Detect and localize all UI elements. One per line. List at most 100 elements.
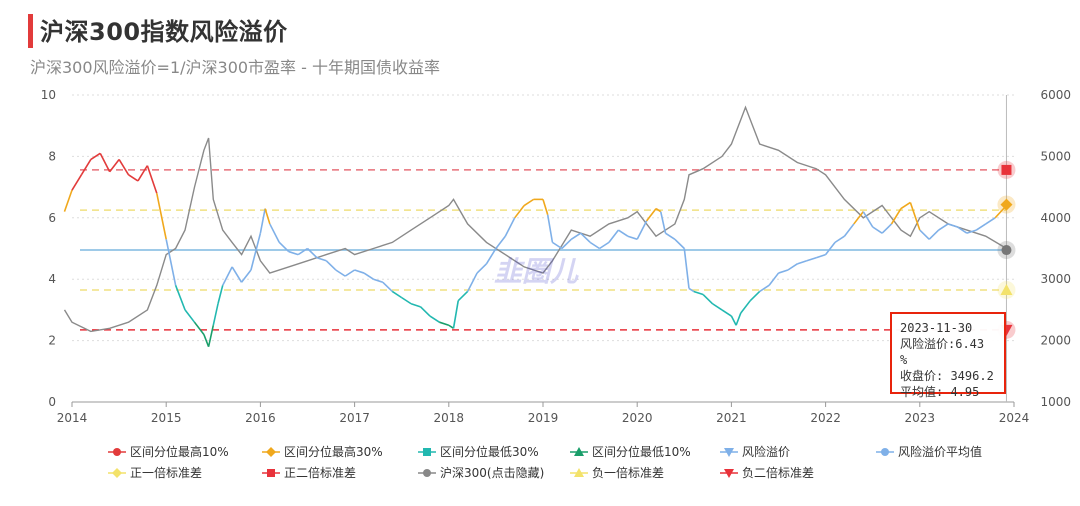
page-subtitle: 沪深300风险溢价=1/沪深300市盈率 - 十年期国债收益率 xyxy=(30,58,441,77)
series-risk-premium-segment xyxy=(217,285,224,304)
legend-item[interactable]: 区间分位最低10% xyxy=(570,443,691,460)
series-risk-premium-segment xyxy=(373,278,384,284)
x-tick-label: 2014 xyxy=(57,411,88,425)
series-risk-premium-segment xyxy=(655,207,662,213)
series-risk-premium-segment xyxy=(683,248,690,289)
legend-label: 区间分位最低30% xyxy=(440,445,539,459)
series-risk-premium-segment xyxy=(797,260,808,265)
y-right-tick-label: 3000 xyxy=(1040,272,1071,286)
series-risk-premium-segment xyxy=(862,211,874,228)
series-risk-premium-segment xyxy=(118,159,130,176)
tooltip-box: 2023-11-30 风险溢价:6.43 % 收盘价: 3496.2 平均值: … xyxy=(890,312,1006,399)
title-accent-bar xyxy=(28,14,33,48)
legend-label: 区间分位最高10% xyxy=(130,445,229,459)
legend-item[interactable]: 风险溢价平均值 xyxy=(876,443,982,460)
legend-item[interactable]: 区间分位最高10% xyxy=(108,443,229,460)
series-risk-premium-segment xyxy=(222,266,233,286)
legend-item[interactable]: 负二倍标准差 xyxy=(720,464,814,481)
series-risk-premium-segment xyxy=(542,199,549,215)
legend-label: 风险溢价 xyxy=(742,445,791,459)
marker-risk-premium xyxy=(1000,198,1013,211)
series-risk-premium-segment xyxy=(401,296,412,305)
series-risk-premium-segment xyxy=(957,226,968,234)
series-risk-premium-segment xyxy=(843,223,855,237)
series-risk-premium-segment xyxy=(485,248,497,265)
series-risk-premium-segment xyxy=(735,312,742,326)
legend-item[interactable]: 正二倍标准差 xyxy=(262,464,356,481)
legend-item[interactable]: 区间分位最高30% xyxy=(262,443,383,460)
series-risk-premium-segment xyxy=(382,281,393,293)
series-risk-premium-segment xyxy=(636,220,648,240)
series-risk-premium-segment xyxy=(259,208,266,234)
series-risk-premium-segment xyxy=(749,290,761,302)
series-risk-premium-segment xyxy=(928,229,940,240)
series-risk-premium-segment xyxy=(457,290,469,302)
series-risk-premium-segment xyxy=(429,315,440,323)
series-risk-premium-segment xyxy=(452,300,460,329)
y-right-tick-label: 2000 xyxy=(1040,334,1071,348)
series-risk-premium-segment xyxy=(184,309,196,323)
series-risk-premium-segment xyxy=(815,253,826,259)
series-risk-premium-segment xyxy=(938,223,949,231)
y-left-tick-label: 6 xyxy=(48,211,56,225)
series-risk-premium-segment xyxy=(721,309,732,317)
series-risk-premium-segment xyxy=(551,241,563,250)
series-risk-premium-segment xyxy=(264,208,271,225)
series-risk-premium-segment xyxy=(504,217,516,237)
series-risk-premium-segment xyxy=(740,300,751,314)
legend-label: 负一倍标准差 xyxy=(592,466,665,480)
series-risk-premium-segment xyxy=(730,315,737,326)
tooltip-premium: 风险溢价:6.43 % xyxy=(900,337,985,367)
series-risk-premium-segment xyxy=(523,198,535,207)
legend-tri-down-icon xyxy=(720,467,738,479)
tooltip-close: 收盘价: 3496.2 xyxy=(900,369,994,383)
series-risk-premium-segment xyxy=(608,229,619,243)
y-left-tick-label: 8 xyxy=(48,149,56,163)
series-risk-premium-segment xyxy=(155,193,167,240)
series-risk-premium-segment xyxy=(712,303,723,311)
series-risk-premium-segment xyxy=(778,269,789,274)
series-risk-premium-segment xyxy=(645,208,657,222)
series-risk-premium-segment xyxy=(344,269,356,277)
series-risk-premium-segment xyxy=(363,272,374,280)
x-tick-label: 2016 xyxy=(245,411,276,425)
series-risk-premium-segment xyxy=(693,290,704,296)
series-risk-premium-segment xyxy=(448,324,454,329)
series-risk-premium-segment xyxy=(659,211,667,234)
legend-item[interactable]: 风险溢价 xyxy=(720,443,790,460)
series-risk-premium-segment xyxy=(561,238,572,250)
x-tick-label: 2015 xyxy=(151,411,182,425)
series-risk-premium-segment xyxy=(806,256,817,262)
marker-minus1-std xyxy=(1000,283,1013,295)
series-risk-premium-segment xyxy=(570,232,582,240)
series-risk-premium-segment xyxy=(391,290,403,299)
series-risk-premium-segment xyxy=(316,256,327,262)
legend-item[interactable]: 负一倍标准差 xyxy=(570,464,664,481)
y-right-tick-label: 6000 xyxy=(1040,88,1071,102)
series-risk-premium-segment xyxy=(881,223,893,234)
series-risk-premium-segment xyxy=(900,201,911,210)
series-risk-premium-segment xyxy=(250,232,262,271)
legend-triangle-icon xyxy=(570,446,588,458)
x-tick-label: 2024 xyxy=(999,411,1030,425)
series-risk-premium-segment xyxy=(297,247,308,256)
series-risk-premium-segment xyxy=(128,174,139,182)
series-risk-premium-segment xyxy=(410,302,421,308)
legend-triangle-icon xyxy=(570,467,588,479)
series-hs300-line xyxy=(63,105,1007,333)
series-risk-premium-segment xyxy=(768,272,780,286)
y-left-tick-label: 0 xyxy=(48,395,56,409)
series-risk-premium-segment xyxy=(137,165,149,182)
series-risk-premium-segment xyxy=(71,174,83,191)
legend-label: 风险溢价平均值 xyxy=(898,445,983,459)
legend-item[interactable]: 沪深300(点击隐藏) xyxy=(418,464,544,481)
series-risk-premium-segment xyxy=(80,159,92,176)
legend-item[interactable]: 正一倍标准差 xyxy=(108,464,202,481)
marker-plus2-std xyxy=(1001,164,1012,175)
legend-circle-icon xyxy=(418,467,436,479)
y-right-tick-label: 5000 xyxy=(1040,149,1071,163)
legend-item[interactable]: 区间分位最低30% xyxy=(418,443,539,460)
series-risk-premium-segment xyxy=(278,241,290,253)
series-risk-premium-segment xyxy=(674,238,685,250)
